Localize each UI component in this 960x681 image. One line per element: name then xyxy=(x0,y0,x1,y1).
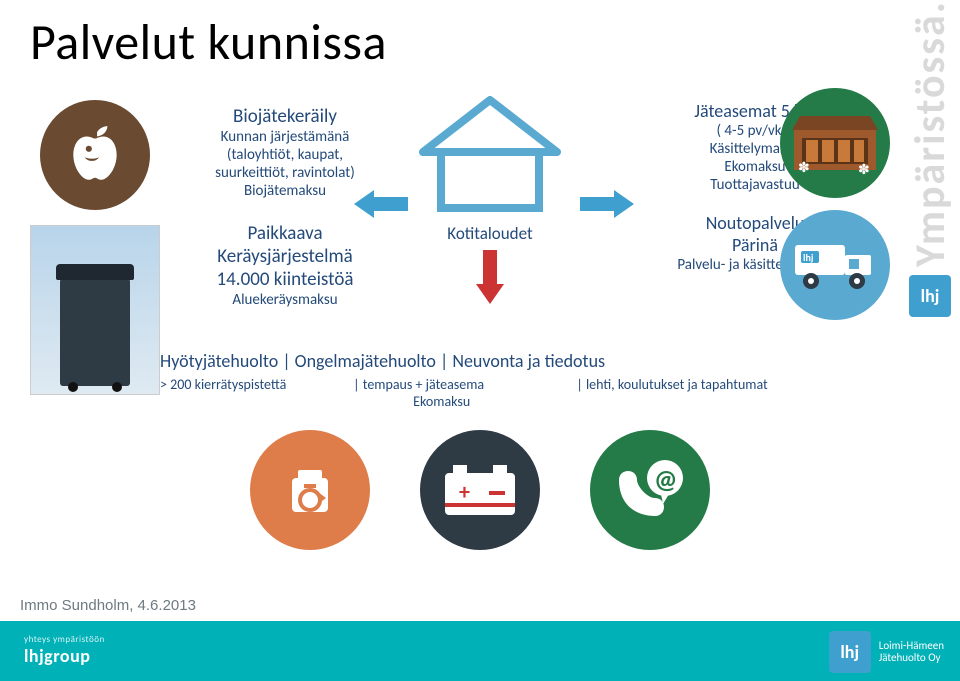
services-sub-2: | tempaus + jäteasema xyxy=(353,376,573,393)
footer-logo: yhteys ympäristöön lhjgroup xyxy=(24,636,105,667)
footer-logo-text: lhjgroup xyxy=(24,645,90,667)
services-sub-1: > 200 kierrätyspistettä xyxy=(160,376,350,393)
biowaste-icon xyxy=(40,100,150,210)
footer-signature: Immo Sundholm, 4.6.2013 xyxy=(20,597,196,614)
services-sub-3: | lehti, koulutukset ja tapahtumat xyxy=(576,376,767,393)
brand-square-icon: lhj xyxy=(909,275,951,317)
svg-text:✽: ✽ xyxy=(798,159,810,176)
footer-right-text: Loimi-Hämeen Jätehuolto Oy xyxy=(879,640,944,664)
services-sub-2b: Ekomaksu xyxy=(353,393,573,410)
services-line: Hyötyjätehuolto | Ongelmajätehuolto | Ne… xyxy=(160,350,860,372)
page-title: Palvelut kunnissa xyxy=(30,12,387,73)
services-subline: > 200 kierrätyspistettä | tempaus + jäte… xyxy=(160,376,860,410)
left-heading-2b: Keräysjärjestelmä xyxy=(170,245,400,268)
contact-icon: @ xyxy=(590,430,710,550)
footer-logo-sub: yhteys ympäristöön xyxy=(24,634,105,645)
left-heading-1: Biojätekeräily xyxy=(170,105,400,128)
waste-station-icon: ✽ ✽ xyxy=(780,88,890,198)
brand-vertical-text: Ympäristössä. xyxy=(905,0,956,267)
center-label: Kotitaloudet xyxy=(400,223,580,244)
pickup-truck-icon: lhj xyxy=(780,210,890,320)
footer-square-icon: lhj xyxy=(829,631,871,673)
svg-text:+: + xyxy=(459,478,470,505)
svg-text:✽: ✽ xyxy=(858,161,870,176)
center-block: Kotitaloudet xyxy=(400,96,580,244)
waste-bin-icon xyxy=(30,225,160,395)
left-heading-2a: Paikkaava xyxy=(170,222,400,245)
left-sub-1c: suurkeittiöt, ravintolat) xyxy=(170,164,400,182)
left-sub-1a: Kunnan järjestämänä xyxy=(170,128,400,146)
svg-text:@: @ xyxy=(654,463,677,495)
recycle-point-icon xyxy=(250,430,370,550)
footer-right-2: Jätehuolto Oy xyxy=(879,652,944,664)
battery-icon: + xyxy=(420,430,540,550)
footer-right: lhj Loimi-Hämeen Jätehuolto Oy xyxy=(829,631,944,673)
svg-text:lhj: lhj xyxy=(803,251,814,264)
house-icon xyxy=(415,96,565,216)
left-sub-1b: (taloyhtiöt, kaupat, xyxy=(170,146,400,164)
left-heading-2c: 14.000 kiinteistöä xyxy=(170,268,400,291)
left-sub-2: Aluekeräysmaksu xyxy=(170,291,400,309)
footer: Immo Sundholm, 4.6.2013 yhteys ympäristö… xyxy=(0,621,960,681)
brand-vertical: Ympäristössä. lhj xyxy=(906,0,954,540)
